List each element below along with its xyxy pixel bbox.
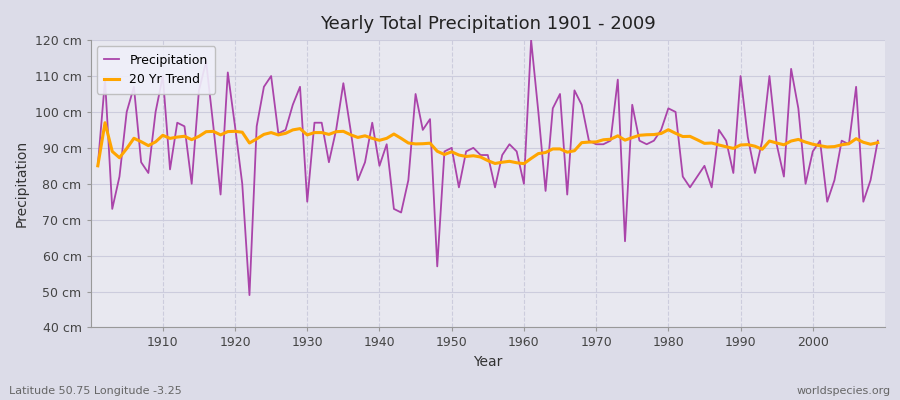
Precipitation — [872, 138, 883, 143]
Title: Yearly Total Precipitation 1901 - 2009: Yearly Total Precipitation 1901 - 2009 — [320, 15, 656, 33]
Precipitation — [619, 239, 630, 244]
Precipitation — [93, 164, 104, 168]
Legend: Precipitation, 20 Yr Trend: Precipitation, 20 Yr Trend — [97, 46, 215, 94]
Y-axis label: Precipitation: Precipitation — [15, 140, 29, 227]
Line: 20 Yr Trend: 20 Yr Trend — [98, 123, 878, 166]
20 Yr Trend — [518, 161, 529, 166]
Precipitation — [316, 120, 327, 125]
Text: worldspecies.org: worldspecies.org — [796, 386, 891, 396]
20 Yr Trend — [100, 120, 111, 125]
X-axis label: Year: Year — [473, 355, 502, 369]
20 Yr Trend — [872, 140, 883, 145]
Precipitation — [518, 181, 529, 186]
20 Yr Trend — [360, 134, 371, 138]
20 Yr Trend — [316, 130, 327, 135]
Precipitation — [526, 38, 536, 42]
Precipitation — [533, 110, 544, 114]
20 Yr Trend — [612, 134, 623, 138]
20 Yr Trend — [158, 133, 168, 138]
Precipitation — [244, 293, 255, 298]
Text: Latitude 50.75 Longitude -3.25: Latitude 50.75 Longitude -3.25 — [9, 386, 182, 396]
20 Yr Trend — [526, 156, 536, 161]
Line: Precipitation: Precipitation — [98, 40, 878, 295]
20 Yr Trend — [93, 164, 104, 168]
Precipitation — [360, 160, 371, 165]
Precipitation — [150, 110, 161, 114]
